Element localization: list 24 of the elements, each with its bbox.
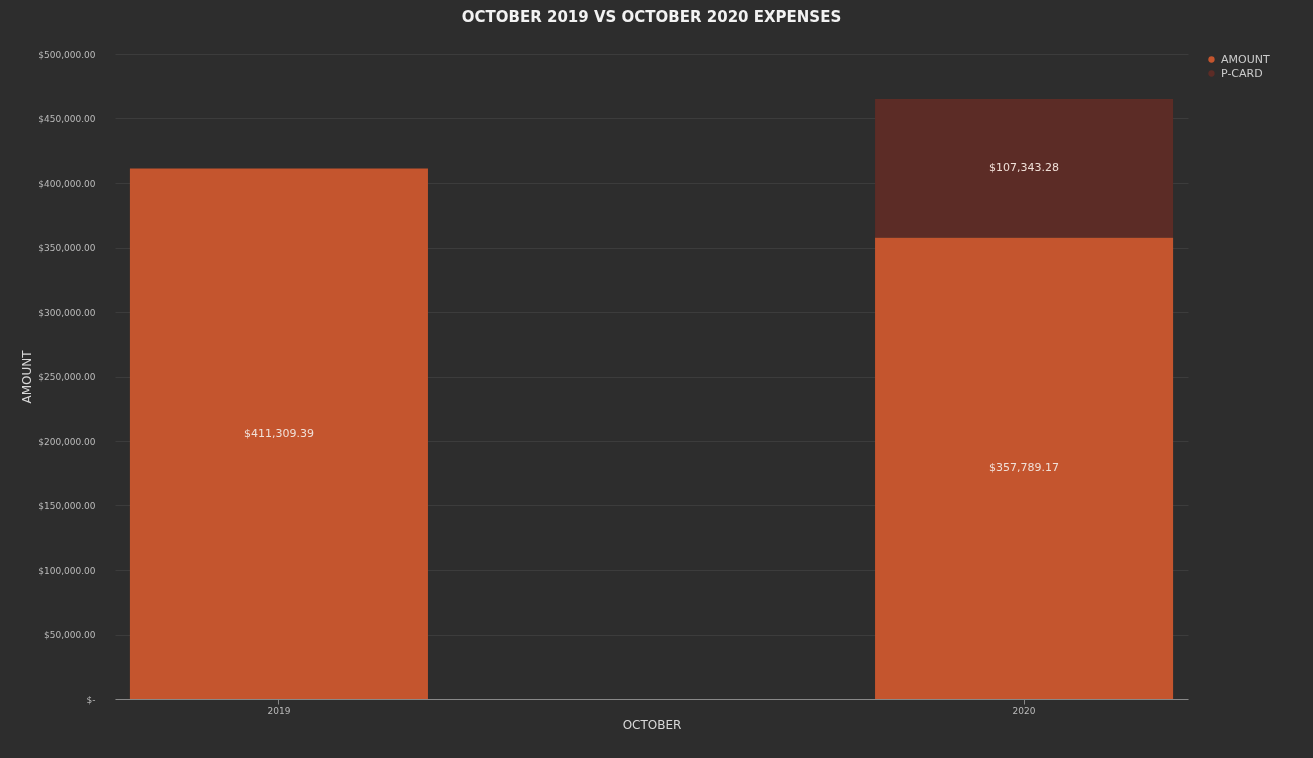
y-tick-label: $100,000.00 <box>38 565 96 576</box>
chart-title: OCTOBER 2019 VS OCTOBER 2020 EXPENSES <box>461 8 842 26</box>
x-tick-label: 2019 <box>267 705 291 716</box>
bar <box>875 98 1174 238</box>
x-tick-label: 2020 <box>1012 705 1036 716</box>
data-label: $357,789.17 <box>989 461 1060 475</box>
y-tick-label: $250,000.00 <box>38 372 96 382</box>
x-axis-title: OCTOBER <box>622 717 682 732</box>
y-tick-label: $- <box>86 694 96 705</box>
legend-label: P-CARD <box>1221 66 1263 80</box>
bar <box>875 237 1174 699</box>
y-tick-label: $300,000.00 <box>38 307 96 318</box>
y-tick-label: $400,000.00 <box>38 178 96 189</box>
data-label: $411,309.39 <box>243 426 314 440</box>
data-label: $107,343.28 <box>989 161 1060 175</box>
y-axis-title: AMOUNT <box>20 349 35 404</box>
y-tick-label: $150,000.00 <box>38 501 96 511</box>
y-tick-label: $50,000.00 <box>43 630 96 640</box>
y-tick-label: $500,000.00 <box>38 49 96 60</box>
y-tick-label: $200,000.00 <box>38 436 96 447</box>
y-tick-label: $450,000.00 <box>38 114 96 124</box>
bar <box>129 168 428 699</box>
legend-label: AMOUNT <box>1221 52 1270 66</box>
y-tick-label: $350,000.00 <box>38 243 96 253</box>
